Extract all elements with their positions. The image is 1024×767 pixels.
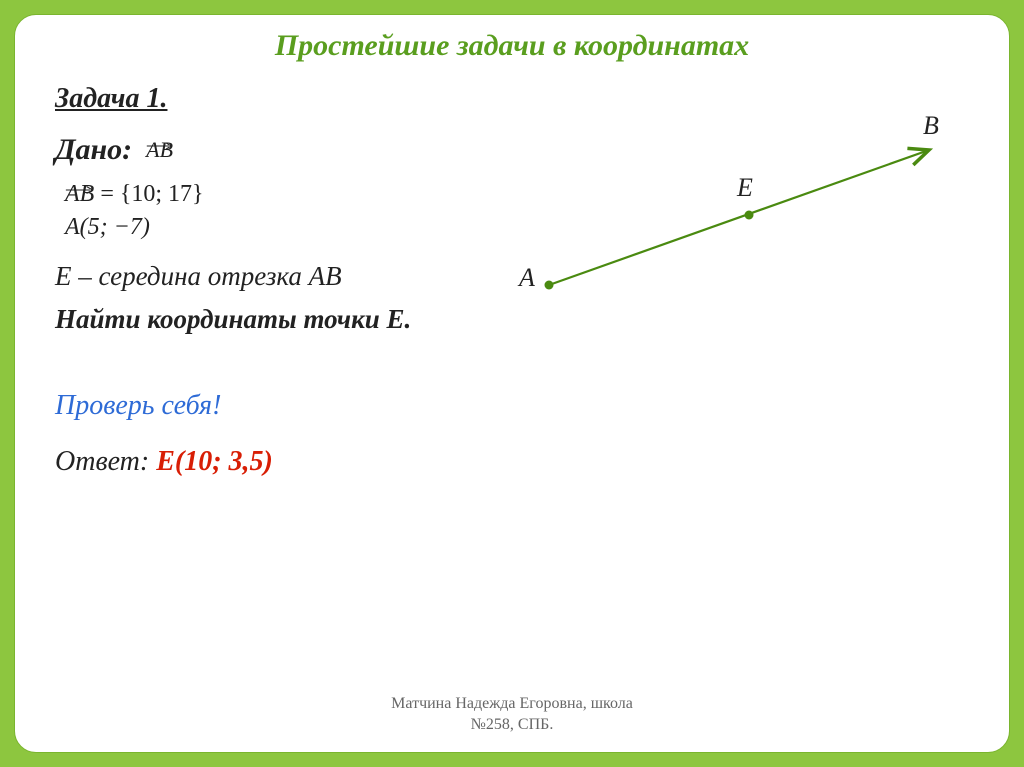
task-label: Задача 1. — [55, 83, 969, 115]
answer-label: Ответ: — [55, 446, 156, 477]
label-e: E — [737, 173, 753, 203]
vector-eq-value: = {10; 17} — [94, 181, 203, 207]
footer-line1: Матчина Надежда Егоровна, школа — [391, 695, 633, 712]
segment-line — [549, 150, 929, 285]
footer-credit: Матчина Надежда Егоровна, школа №258, СП… — [15, 693, 1009, 736]
segment-diagram: A E B — [489, 115, 949, 315]
check-yourself: Проверь себя! — [55, 390, 969, 422]
point-e-dot — [745, 211, 754, 220]
vector-ab-inline: AB — [146, 137, 173, 163]
vector-ab-eq: AB — [65, 181, 94, 208]
given-label: Дано: — [55, 133, 132, 167]
label-a: A — [519, 263, 535, 293]
outer-frame: Простейшие задачи в координатах Задача 1… — [0, 0, 1024, 767]
vector-name-text: AB — [146, 137, 173, 162]
diagram-svg — [489, 115, 949, 315]
answer-row: Ответ: Е(10; 3,5) — [55, 446, 969, 478]
vector-eq-name: AB — [65, 181, 94, 207]
footer-line2: №258, СПБ. — [471, 716, 554, 733]
page-title: Простейшие задачи в координатах — [55, 29, 969, 63]
answer-value: Е(10; 3,5) — [156, 446, 273, 477]
label-b: B — [923, 111, 939, 141]
point-a-dot — [545, 281, 554, 290]
slide-panel: Простейшие задачи в координатах Задача 1… — [14, 14, 1010, 753]
